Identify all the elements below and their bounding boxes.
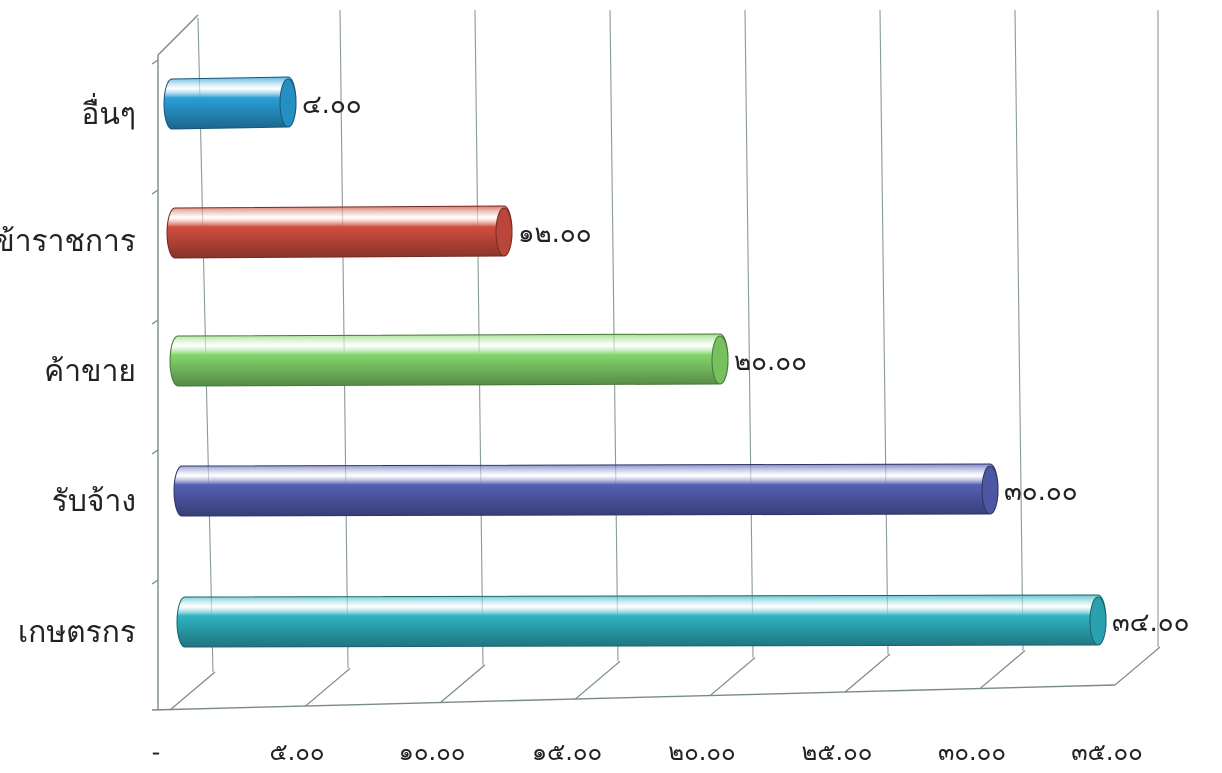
y-tick-mark — [151, 449, 159, 455]
labels: -๕.๐๐ ๑๐.๐๐ ๑๕.๐๐ ๒๐.๐๐ ๒๕.๐๐ ๓๐.๐๐ ๓๕.๐๐๓๔.๐๐… — [0, 90, 1189, 766]
bar-end-cap — [711, 335, 729, 385]
vertical-gridline — [744, 9, 754, 658]
bar-end-cap — [279, 78, 297, 128]
bar — [169, 333, 729, 387]
floor-gridline — [169, 671, 216, 711]
bar — [173, 463, 999, 517]
floor-gridline — [979, 650, 1026, 690]
x-tick-label: ๓๕.๐๐ — [1071, 738, 1143, 766]
x-tick-label: ๑๕.๐๐ — [532, 738, 602, 766]
x-tick-label: - — [152, 738, 161, 766]
data-label: ๑๒.๐๐ — [518, 219, 592, 249]
y-tick-mark — [151, 579, 159, 585]
vertical-gridline — [879, 9, 889, 655]
category-label: เกษตรกร — [18, 615, 136, 650]
y-tick-mark — [151, 189, 159, 195]
x-tick-label: ๑๐.๐๐ — [399, 738, 466, 766]
data-label: ๓๐.๐๐ — [1004, 477, 1078, 507]
category-label: ค้าขาย — [44, 354, 136, 389]
y-tick-mark — [151, 59, 159, 65]
bar — [163, 76, 297, 130]
floor-gridline — [1114, 646, 1161, 686]
x-axis-line — [151, 684, 1116, 711]
floor-gridline — [574, 660, 621, 700]
x-tick-label: ๒๕.๐๐ — [802, 738, 873, 766]
floor-gridline — [439, 664, 486, 704]
x-tick-label: ๓๐.๐๐ — [938, 738, 1006, 766]
y-tick-mark — [151, 319, 159, 325]
bar-end-cap — [981, 465, 999, 515]
category-label: อื่นๆ — [81, 93, 136, 132]
bar-end-cap — [495, 207, 513, 257]
bar-end-cap — [1089, 596, 1107, 646]
bar — [176, 594, 1107, 648]
axes — [151, 14, 1116, 711]
category-label: รับจ้าง — [52, 484, 136, 519]
bar — [166, 205, 513, 259]
vertical-gridline — [1014, 9, 1024, 651]
data-label: ๔.๐๐ — [302, 90, 362, 120]
category-label: ข้าราชการ — [0, 224, 136, 259]
wall-top-edge — [157, 14, 199, 56]
floor-gridline — [844, 653, 891, 693]
data-label: ๓๔.๐๐ — [1112, 608, 1189, 638]
x-tick-label: ๕.๐๐ — [269, 738, 324, 766]
bars — [163, 76, 1107, 648]
floor-gridline — [709, 657, 756, 697]
floor-gridline — [304, 667, 351, 707]
x-tick-label: ๒๐.๐๐ — [668, 738, 735, 766]
data-label: ๒๐.๐๐ — [734, 347, 807, 377]
